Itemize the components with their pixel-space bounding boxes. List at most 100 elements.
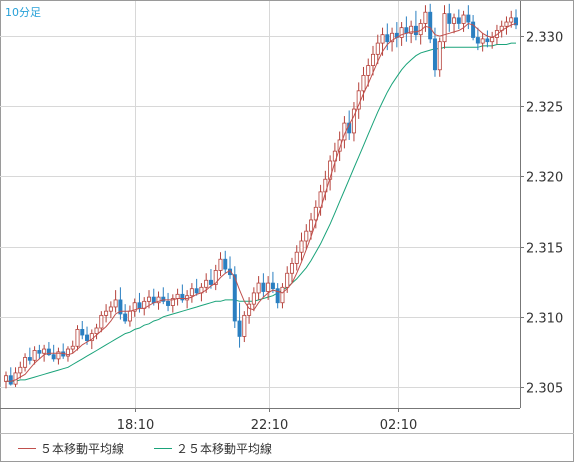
candle-down bbox=[456, 9, 461, 30]
candle-down bbox=[61, 343, 66, 359]
candle-up bbox=[104, 304, 109, 323]
candle-body bbox=[432, 38, 437, 71]
candle-up bbox=[423, 5, 428, 32]
candle-up bbox=[113, 290, 118, 313]
candle-body bbox=[504, 21, 509, 27]
candle-down bbox=[428, 3, 433, 44]
x-tick-label: 02:10 bbox=[380, 418, 417, 433]
candle-down bbox=[485, 30, 490, 48]
grid-lines bbox=[0, 1, 520, 408]
sma5-series bbox=[6, 22, 517, 382]
candle-down bbox=[471, 15, 476, 41]
candle-body bbox=[8, 375, 13, 385]
candle-body bbox=[380, 34, 385, 44]
candle-body bbox=[399, 27, 404, 38]
candle-up bbox=[156, 291, 161, 310]
candle-body bbox=[89, 333, 94, 342]
candle-down bbox=[413, 10, 418, 41]
candle-body bbox=[494, 30, 499, 38]
candle-body bbox=[475, 37, 480, 44]
candle-body bbox=[13, 372, 18, 385]
y-tick-label: 2.330 bbox=[526, 31, 563, 46]
candle-up bbox=[304, 224, 309, 250]
legend-swatch-sma5 bbox=[18, 448, 36, 449]
candle-body bbox=[447, 13, 452, 24]
candle-body bbox=[208, 279, 213, 285]
candle-body bbox=[452, 17, 457, 24]
candle-up bbox=[366, 58, 371, 87]
candle-body bbox=[471, 21, 476, 38]
candle-up bbox=[337, 131, 342, 161]
candle-body bbox=[275, 288, 280, 304]
legend-label-sma25: ２５本移動平均線 bbox=[176, 442, 273, 456]
candle-body bbox=[104, 310, 109, 316]
candle-body bbox=[37, 350, 42, 354]
candle-body bbox=[70, 345, 75, 350]
candle-up bbox=[361, 66, 366, 101]
candle-body bbox=[237, 320, 242, 337]
candle-down bbox=[37, 344, 42, 359]
candle-up bbox=[75, 325, 80, 351]
candle-up bbox=[94, 323, 99, 340]
candle-up bbox=[189, 283, 194, 303]
y-tick-label: 2.315 bbox=[526, 242, 563, 257]
candle-body bbox=[123, 313, 128, 322]
candle-up bbox=[65, 346, 70, 362]
candle-down bbox=[447, 3, 452, 32]
candle-up bbox=[480, 33, 485, 52]
candle-body bbox=[361, 74, 366, 92]
candle-body bbox=[204, 279, 209, 288]
candle-body bbox=[313, 206, 318, 221]
candle-up bbox=[4, 371, 9, 389]
axes: 2.305 2.310 2.315 2.320 2.325 2.330 18:10 22:10… bbox=[0, 1, 574, 434]
candle-body bbox=[289, 263, 294, 274]
candle-body bbox=[270, 282, 275, 290]
candle-up bbox=[399, 22, 404, 46]
legend-item-sma25: ２５本移動平均線 bbox=[154, 440, 272, 457]
candle-body bbox=[371, 53, 376, 66]
x-tick-label: 18:10 bbox=[117, 418, 154, 433]
candle-body bbox=[385, 34, 390, 43]
candle-body bbox=[175, 293, 180, 299]
x-tick-label: 22:10 bbox=[251, 418, 288, 433]
candle-body bbox=[285, 272, 290, 288]
candle-down bbox=[123, 304, 128, 324]
candle-body bbox=[137, 302, 142, 309]
period-label[interactable]: 10分足 bbox=[5, 6, 41, 19]
candle-up bbox=[375, 34, 380, 65]
candle-up bbox=[242, 311, 247, 343]
candle-body bbox=[75, 329, 80, 347]
candle-up bbox=[185, 290, 190, 309]
candle-body bbox=[404, 27, 409, 34]
legend: ５本移動平均線 ２５本移動平均線 bbox=[0, 433, 574, 462]
candle-up bbox=[418, 19, 423, 45]
candle-up bbox=[18, 361, 23, 379]
candle-body bbox=[127, 310, 132, 322]
candle-up bbox=[504, 16, 509, 35]
candle-body bbox=[480, 38, 485, 44]
candle-up bbox=[442, 5, 447, 49]
candle-body bbox=[18, 366, 23, 374]
candle-body bbox=[65, 348, 70, 357]
candle-body bbox=[161, 296, 166, 302]
candle-up bbox=[218, 252, 223, 277]
candle-up bbox=[13, 367, 18, 387]
candle-body bbox=[266, 282, 271, 292]
candle-body bbox=[466, 14, 471, 23]
candle-body bbox=[146, 296, 151, 302]
candle-up bbox=[356, 82, 361, 119]
candle-up bbox=[461, 10, 466, 32]
candle-up bbox=[70, 340, 75, 354]
candle-body bbox=[309, 219, 314, 232]
candle-body bbox=[108, 306, 113, 312]
candle-down bbox=[466, 5, 471, 30]
candle-down bbox=[475, 27, 480, 51]
candles bbox=[4, 3, 519, 389]
candle-body bbox=[428, 11, 433, 40]
candle-up bbox=[256, 276, 261, 300]
candle-up bbox=[142, 297, 147, 316]
candle-body bbox=[242, 314, 247, 337]
legend-item-sma5: ５本移動平均線 bbox=[18, 440, 124, 457]
candle-up bbox=[452, 13, 457, 34]
